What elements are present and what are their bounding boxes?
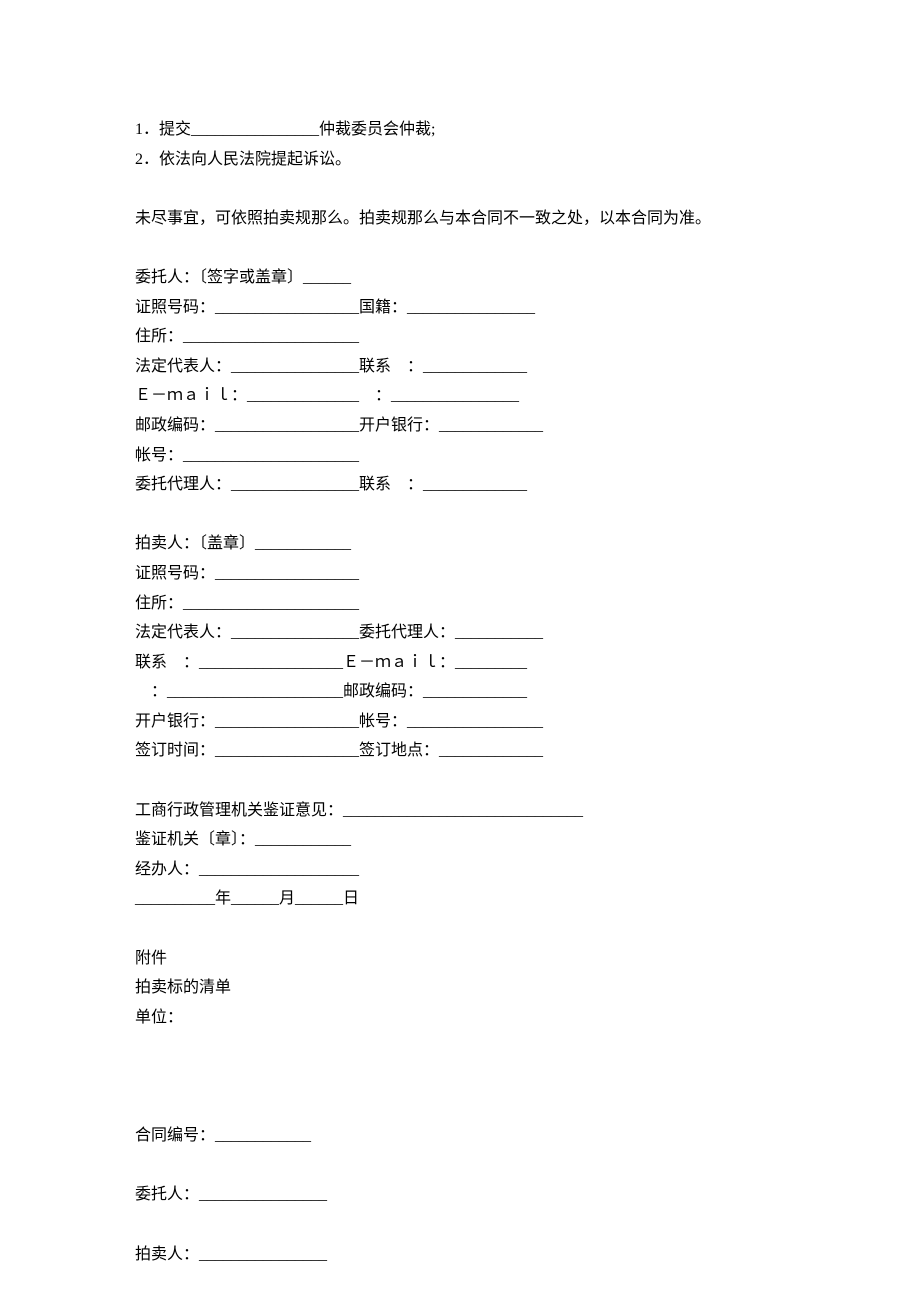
date-field: __________年______月______日	[135, 884, 785, 914]
dispute-option-1: 1．提交________________仲裁委员会仲裁;	[135, 115, 785, 145]
client-field: 委托人：________________	[135, 1180, 785, 1210]
client-legal-rep-contact: 法定代表人：________________联系 ：_____________	[135, 352, 785, 382]
client-license-nationality: 证照号码：__________________国籍：______________…	[135, 293, 785, 323]
auctioneer-contact-email: 联系 ：__________________Ｅ－ｍａｉｌ：_________	[135, 648, 785, 678]
spacer	[135, 1062, 785, 1092]
spacer	[135, 233, 785, 263]
client-signature: 委托人：〔签字或盖章〕______	[135, 263, 785, 293]
auctioneer-legal-rep-agent: 法定代表人：________________委托代理人：___________	[135, 618, 785, 648]
auctioneer-license: 证照号码：__________________	[135, 559, 785, 589]
auctioneer-field: 拍卖人：________________	[135, 1240, 785, 1270]
client-address: 住所：______________________	[135, 322, 785, 352]
auction-list-title: 拍卖标的清单	[135, 973, 785, 1003]
contract-number: 合同编号：____________	[135, 1121, 785, 1151]
spacer	[135, 174, 785, 204]
auctioneer-seal: 拍卖人：〔盖章〕____________	[135, 529, 785, 559]
client-postal-bank: 邮政编码：__________________开户银行：____________…	[135, 411, 785, 441]
handler: 经办人：____________________	[135, 855, 785, 885]
dispute-option-2: 2．依法向人民法院提起诉讼。	[135, 145, 785, 175]
admin-verification-opinion: 工商行政管理机关鉴证意见：___________________________…	[135, 796, 785, 826]
spacer	[135, 1151, 785, 1181]
supplementary-clause: 未尽事宜，可依照拍卖规那么。拍卖规那么与本合同不一致之处，以本合同为准。	[135, 204, 785, 234]
spacer	[135, 1210, 785, 1240]
auctioneer-address: 住所：______________________	[135, 589, 785, 619]
client-account: 帐号：______________________	[135, 441, 785, 471]
client-email: Ｅ－ｍａｉｌ：______________ ：________________	[135, 381, 785, 411]
client-agent-contact: 委托代理人：________________联系 ：_____________	[135, 470, 785, 500]
unit-label: 单位：	[135, 1003, 785, 1033]
spacer	[135, 914, 785, 944]
spacer	[135, 500, 785, 530]
spacer	[135, 1032, 785, 1062]
auctioneer-bank-account: 开户银行：__________________帐号：______________…	[135, 707, 785, 737]
spacer	[135, 1092, 785, 1122]
verification-authority: 鉴证机关〔章〕：____________	[135, 825, 785, 855]
spacer	[135, 766, 785, 796]
auctioneer-postal: ：______________________邮政编码：____________…	[135, 677, 785, 707]
signing-time-place: 签订时间：__________________签订地点：____________…	[135, 736, 785, 766]
attachment-label: 附件	[135, 944, 785, 974]
